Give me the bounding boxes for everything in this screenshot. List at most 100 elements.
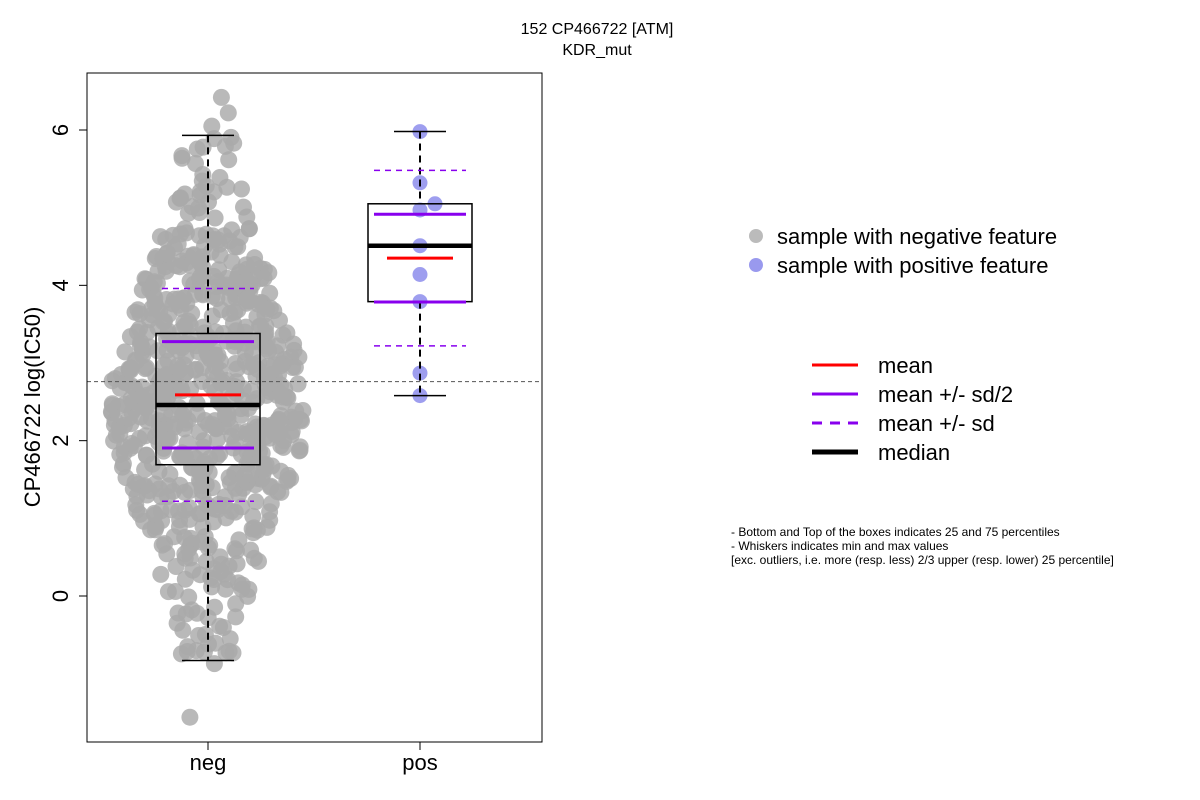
neg-point [205,349,223,367]
neg-point [206,209,224,227]
neg-point [219,104,237,122]
neg-point [172,378,190,396]
neg-point [228,555,246,573]
neg-point [205,655,223,673]
chart-subtitle: KDR_mut [562,42,632,59]
neg-point [142,521,160,539]
neg-point [183,601,201,619]
neg-point [223,253,241,271]
neg-point [221,474,239,492]
neg-point [217,580,235,598]
neg-point [105,432,123,450]
neg-point [242,465,260,483]
neg-point [206,598,224,616]
neg-point [176,570,194,588]
neg-point [175,289,193,307]
neg-point [181,549,199,567]
neg-point [205,513,222,531]
neg-point [117,469,135,487]
neg-point [143,299,161,317]
neg-point [258,300,276,318]
neg-point [271,385,289,403]
neg-point [181,708,199,726]
neg-point [185,246,203,264]
y-tick-label: 4 [48,279,73,291]
neg-point [194,166,212,183]
neg-point [225,314,242,332]
neg-point [228,542,245,560]
neg-point [191,183,209,201]
neg-point [212,88,230,106]
neg-point [120,409,138,427]
neg-point [266,425,284,443]
neg-point [173,147,191,165]
neg-point [151,228,169,246]
neg-point [181,327,199,344]
neg-point [211,235,228,253]
legend-line-label: mean [878,353,933,378]
neg-point [122,361,140,379]
neg-point [262,495,280,513]
neg-point [228,360,246,378]
neg-point [243,276,261,294]
legend-point-marker [749,258,763,272]
neg-point [220,642,238,660]
neg-point [145,273,163,291]
neg-point [125,437,143,454]
neg-point [289,375,307,393]
legend-point-marker [749,229,763,243]
neg-point [240,292,258,310]
neg-point [116,343,134,361]
note-line: [exc. outliers, i.e. more (resp. less) 2… [731,553,1114,567]
neg-point [180,588,198,606]
neg-point [257,323,275,341]
legend-lines: mean mean +/- sd/2 mean +/- sd median [812,353,1013,465]
neg-point [133,281,151,299]
neg-point [282,470,300,487]
neg-point [190,227,208,245]
neg-point [227,608,245,626]
neg-point [247,493,265,511]
neg-point [150,462,168,480]
neg-point [249,422,266,440]
neg-point [194,286,212,304]
neg-point [205,560,223,578]
neg-point [151,372,169,390]
legend-point-label: sample with positive feature [777,253,1048,278]
neg-point [249,360,267,378]
neg-point [195,432,213,450]
neg-point [272,357,290,375]
box-layer [87,130,542,662]
neg-point [216,406,234,424]
neg-point [126,303,144,321]
neg-point [114,455,132,473]
neg-point [274,326,292,344]
neg-point [155,442,172,460]
neg-point [256,376,274,394]
neg-point [172,189,190,207]
neg-point [137,427,154,445]
neg-point [191,566,209,584]
neg-point [240,580,258,598]
neg-point [257,337,275,355]
neg-point [188,405,206,423]
neg-point [186,361,204,379]
y-tick-label: 0 [48,590,73,602]
neg-point [218,178,236,196]
neg-point [136,399,154,417]
neg-point [190,505,208,523]
neg-point [240,220,258,238]
neg-point [166,583,184,600]
neg-point [227,595,245,613]
pos-point [412,267,428,282]
neg-point [201,536,219,554]
neg-point [204,416,222,434]
neg-point [193,482,211,500]
neg-point [246,256,264,273]
neg-point [292,411,309,429]
neg-point [235,198,252,216]
note-line: - Bottom and Top of the boxes indicates … [731,525,1060,539]
neg-point [171,258,189,276]
neg-point [167,558,185,575]
x-axis: neg pos [190,741,438,775]
